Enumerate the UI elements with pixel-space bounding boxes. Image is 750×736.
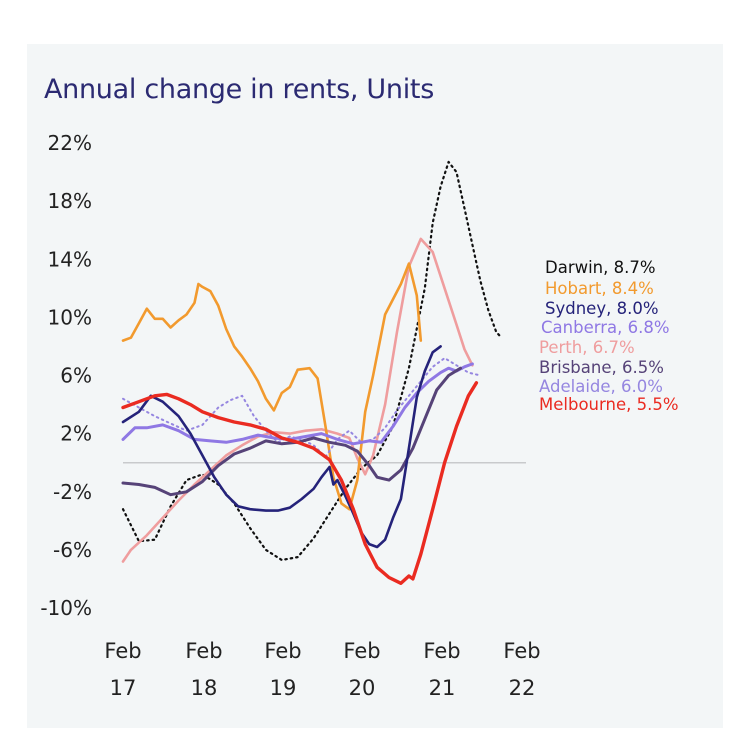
x-tick-year: 20 [349, 676, 376, 700]
y-tick-label: 6% [60, 364, 92, 388]
y-tick-label: -10% [40, 596, 92, 620]
legend-label-darwin: Darwin, 8.7% [545, 258, 656, 277]
x-tick-year: 21 [429, 676, 456, 700]
y-tick-label: -2% [53, 480, 92, 504]
legend-label-hobart: Hobart, 8.4% [545, 279, 654, 298]
x-tick-year: 17 [110, 676, 137, 700]
x-tick-year: 22 [509, 676, 536, 700]
legend-label-sydney: Sydney, 8.0% [545, 299, 659, 318]
y-tick-label: 14% [48, 247, 92, 271]
y-tick-label: -6% [53, 538, 92, 562]
x-tick-month: Feb [264, 639, 301, 663]
legend-label-adelaide: Adelaide, 6.0% [539, 377, 663, 396]
y-tick-label: 22% [48, 131, 92, 155]
y-tick-label: 2% [60, 422, 92, 446]
x-tick-month: Feb [104, 639, 141, 663]
series-line-perth [121, 237, 474, 563]
x-tick-year: 18 [191, 676, 218, 700]
y-tick-label: 18% [48, 189, 92, 213]
series-line-sydney [121, 345, 442, 549]
series-line-melbourne [121, 381, 479, 585]
series-line-darwin [121, 160, 502, 562]
series-lines [121, 160, 502, 585]
legend-label-canberra: Canberra, 6.8% [541, 318, 670, 337]
x-tick-month: Feb [423, 639, 460, 663]
x-tick-year: 19 [270, 676, 297, 700]
series-line-hobart [121, 262, 423, 511]
x-tick-month: Feb [503, 639, 540, 663]
series-line-adelaide [122, 357, 482, 458]
chart-panel [27, 44, 723, 728]
y-tick-label: 10% [48, 305, 92, 329]
x-tick-month: Feb [185, 639, 222, 663]
series-line-canberra [121, 362, 474, 446]
legend-label-melbourne: Melbourne, 5.5% [539, 395, 679, 414]
chart-title: Annual change in rents, Units [44, 74, 434, 105]
y-axis: 22% 18% 14% 10% 6% 2% -2% -6% -10% [40, 131, 92, 620]
x-axis: Feb 17 Feb 18 Feb 19 Feb 20 Feb 21 Feb 22 [104, 639, 540, 700]
legend-label-perth: Perth, 6.7% [539, 338, 635, 357]
legend: Darwin, 8.7% Hobart, 8.4%Sydney, 8.0%Canb… [539, 258, 679, 414]
series-line-brisbane [121, 366, 462, 497]
x-tick-month: Feb [343, 639, 380, 663]
legend-label-brisbane: Brisbane, 6.5% [539, 358, 664, 377]
